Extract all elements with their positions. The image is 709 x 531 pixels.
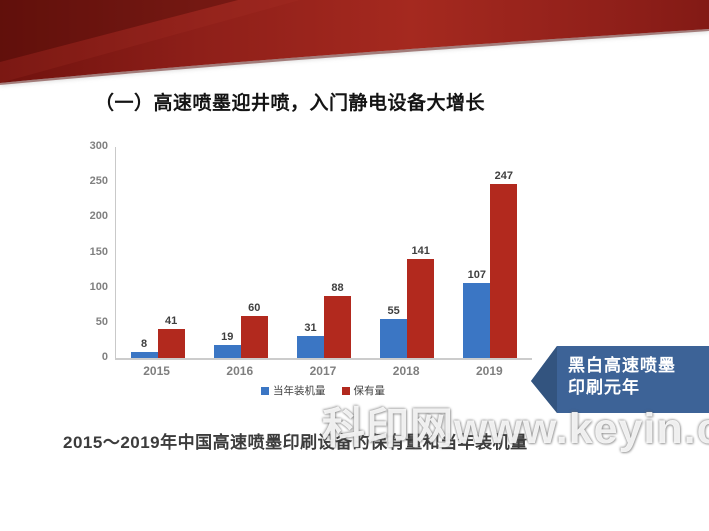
- x-axis-label: 2019: [475, 364, 503, 378]
- bar: [490, 184, 518, 358]
- callout-line2: 印刷元年: [568, 378, 640, 397]
- bar: [296, 336, 324, 358]
- bar-value-label: 247: [494, 170, 514, 183]
- bar: [130, 352, 158, 358]
- bar-wrap: 141: [407, 244, 435, 358]
- x-axis-label: 2016: [226, 364, 254, 378]
- y-tick-label: 0: [101, 351, 108, 363]
- y-tick-label: 150: [89, 245, 108, 258]
- bar-wrap: 41: [157, 315, 185, 358]
- y-axis: 0 50 100 150 200 250 300: [78, 140, 108, 363]
- bar-chart: 0 50 100 150 200 250 300 8 41 19 60 31 88 55 141 107 24…: [78, 140, 538, 398]
- bar-wrap: 107: [463, 268, 491, 358]
- bar: [380, 319, 408, 358]
- legend-swatch: [261, 386, 269, 395]
- slide-title: （一）高速喷墨迎井喷，入门静电设备大增长: [95, 93, 486, 114]
- bar-wrap: 19: [213, 330, 241, 358]
- bar-group: 8 41: [130, 147, 185, 358]
- x-axis-label: 2017: [309, 364, 337, 378]
- callout-text: 黑白高速喷墨 印刷元年: [568, 355, 676, 399]
- bar-value-label: 41: [164, 315, 178, 328]
- bar-value-label: 55: [387, 305, 400, 318]
- bar: [240, 315, 268, 358]
- bar: [463, 282, 491, 358]
- bar: [213, 344, 241, 358]
- bar-group: 31 88: [296, 147, 351, 358]
- red-ribbon-decoration: [0, 0, 709, 86]
- bar-group: 107 247: [463, 147, 518, 358]
- callout-banner: 黑白高速喷墨 印刷元年: [528, 344, 709, 416]
- bar-value-label: 8: [141, 338, 148, 351]
- bar-pair: 55 141: [380, 244, 435, 358]
- bar-pair: 107 247: [463, 170, 518, 358]
- bar-group: 55 141: [380, 147, 435, 358]
- x-axis-labels: 2015 2016 2017 2018 2019: [115, 364, 531, 378]
- y-tick-label: 200: [89, 210, 108, 223]
- legend-label: 保有量: [353, 385, 386, 397]
- bar: [323, 296, 351, 358]
- bar-wrap: 31: [296, 322, 324, 358]
- chart-legend: 当年装机量 保有量: [115, 383, 531, 398]
- bar-wrap: 55: [380, 305, 408, 358]
- bar-value-label: 88: [331, 282, 344, 295]
- callout-line1: 黑白高速喷墨: [568, 356, 676, 375]
- y-tick-label: 50: [95, 315, 108, 328]
- bar-pair: 8 41: [130, 315, 185, 358]
- callout-arrow-shape: [531, 346, 709, 413]
- legend-item: 当年装机量: [261, 383, 326, 398]
- bar-value-label: 31: [304, 322, 317, 335]
- x-axis-label: 2018: [392, 364, 420, 378]
- chart-caption: 2015～2019年中国高速喷墨印刷设备的保有量和当年装机量: [63, 433, 528, 452]
- legend-label: 当年装机量: [273, 385, 326, 397]
- bar-pair: 19 60: [213, 301, 268, 358]
- x-axis-label: 2015: [143, 364, 170, 378]
- y-tick-label: 250: [89, 175, 108, 188]
- keyin-watermark: 科印网www.keyin.cn: [322, 405, 709, 453]
- legend-swatch: [341, 386, 350, 395]
- bar-value-label: 141: [411, 244, 430, 257]
- bar-pair: 31 88: [296, 282, 351, 358]
- bar: [407, 258, 435, 358]
- bar-wrap: 247: [490, 170, 518, 358]
- y-tick-label: 100: [89, 280, 108, 293]
- y-tick-label: 300: [89, 140, 108, 152]
- plot-area: 8 41 19 60 31 88 55 141 107 247: [115, 147, 532, 360]
- bar-group: 19 60: [213, 147, 268, 358]
- bar-value-label: 107: [467, 268, 487, 281]
- bar-value-label: 60: [248, 301, 261, 314]
- bar: [157, 329, 185, 358]
- legend-item: 保有量: [341, 383, 386, 398]
- bar-wrap: 88: [323, 282, 351, 358]
- bar-wrap: 8: [130, 338, 158, 358]
- bar-value-label: 19: [221, 330, 234, 343]
- bar-wrap: 60: [240, 301, 268, 358]
